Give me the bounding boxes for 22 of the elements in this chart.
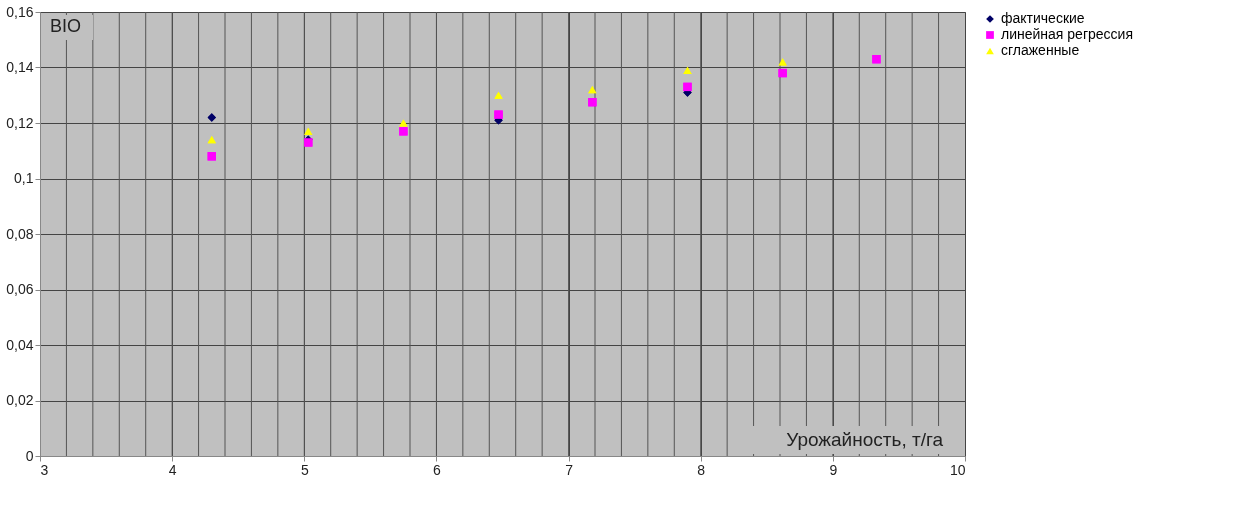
x-tick-label: 6	[433, 461, 442, 478]
y-tick-label: 0,02	[6, 392, 34, 408]
x-tick-label: 9	[829, 461, 838, 478]
legend-label: фактические	[1001, 10, 1085, 26]
x-tick-label: 4	[168, 461, 177, 478]
y-tick-label: 0,06	[6, 281, 34, 297]
y-tick-label: 0,04	[6, 336, 34, 353]
y-tick-label: 0,1	[14, 170, 34, 186]
x-tick-label: 8	[697, 461, 706, 478]
y-tick-label: 0,16	[6, 3, 34, 20]
x-tick-label: 3	[40, 461, 49, 478]
legend-label: линейная регрессия	[1001, 26, 1133, 42]
x-tick-label: 5	[300, 461, 309, 478]
x-tick-label: 7	[565, 461, 574, 478]
x-axis-title: Урожайность, т/га	[786, 429, 944, 450]
y-tick-label: 0	[25, 447, 34, 464]
legend-label: сглаженные	[1001, 42, 1080, 58]
x-tick-label: 10	[949, 461, 966, 478]
y-tick-label: 0,12	[6, 114, 34, 131]
y-tick-label: 0,14	[6, 59, 34, 75]
y-tick-label: 0,08	[6, 225, 34, 242]
annotation: BIO	[50, 16, 82, 36]
